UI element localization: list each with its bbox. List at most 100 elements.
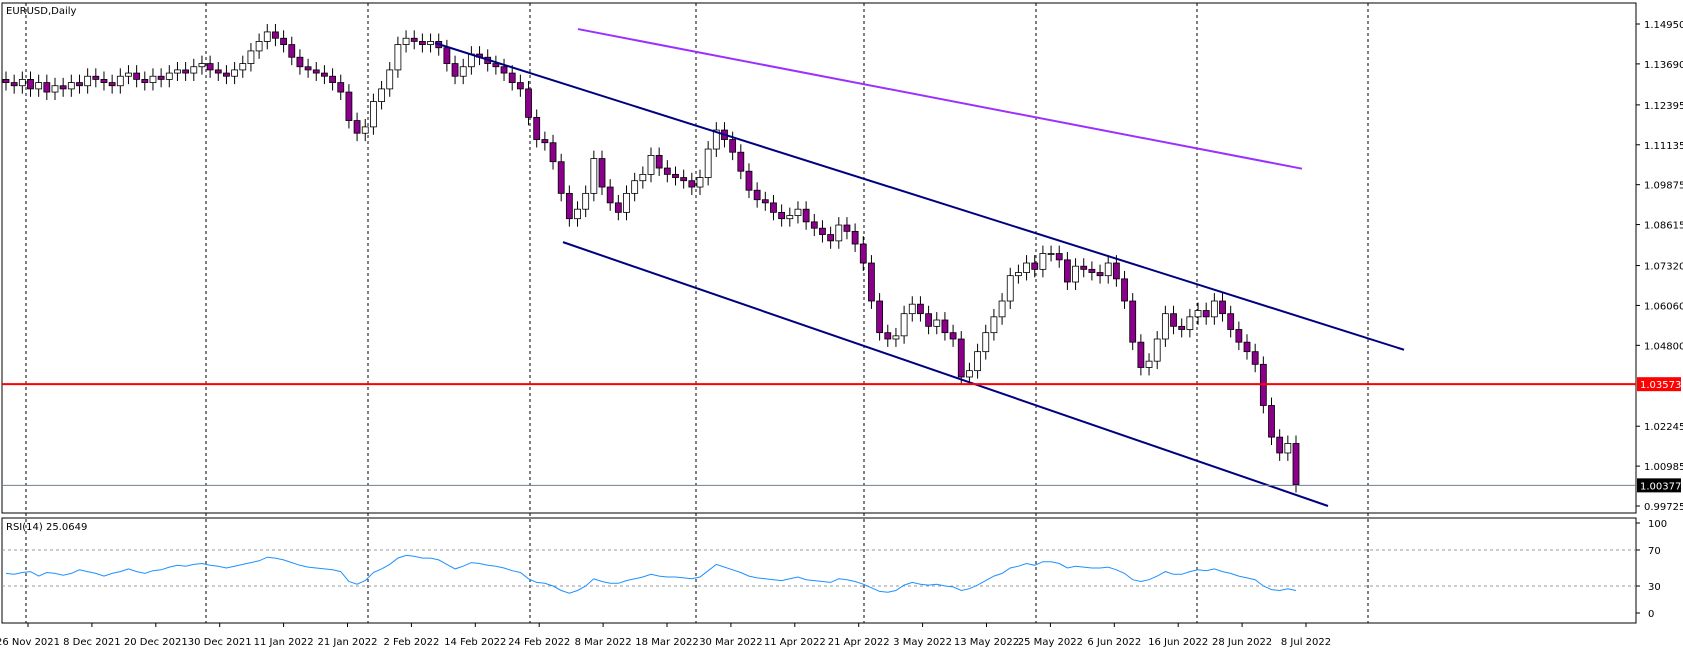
price-tick-label-4: 1.09875 <box>1644 181 1683 192</box>
candle-body-106 <box>868 262 875 302</box>
price-tick-label-1: 1.13690 <box>1644 60 1683 71</box>
candle-body-76 <box>623 192 630 213</box>
candle-body-139 <box>1137 341 1145 368</box>
candle-body-8 <box>67 82 75 90</box>
x-tick-label-2: 20 Dec 2021 <box>124 637 188 648</box>
candle-body-27 <box>223 72 230 77</box>
candle-body-16 <box>133 72 141 80</box>
candle-body-78 <box>639 173 647 182</box>
x-tick-label-0: 26 Nov 2021 <box>0 637 60 648</box>
candle-body-4 <box>35 82 43 90</box>
candle-body-144 <box>1178 325 1186 330</box>
candle-body-39 <box>321 72 328 77</box>
price-tick-label-8: 1.04800 <box>1644 341 1683 352</box>
candle-body-134 <box>1096 272 1104 277</box>
candle-body-109 <box>892 335 900 340</box>
candle-body-69 <box>565 192 573 220</box>
candle-body-64 <box>525 88 532 118</box>
candle-body-129 <box>1055 253 1063 261</box>
candle-body-36 <box>296 56 304 68</box>
candle-body-137 <box>1121 278 1128 302</box>
x-tick-label-6: 2 Feb 2022 <box>383 637 439 648</box>
candle-body-92 <box>753 189 761 201</box>
candle-body-67 <box>549 142 557 163</box>
candle-body-96 <box>786 215 794 220</box>
candle-body-136 <box>1112 262 1120 280</box>
rsi-title: RSI(14) 25.0649 <box>6 522 87 533</box>
candle-body-82 <box>672 173 679 178</box>
candle-body-3 <box>27 79 34 90</box>
candle-body-110 <box>900 313 908 337</box>
candle-body-117 <box>957 338 965 378</box>
candle-body-146 <box>1194 310 1202 318</box>
candle-body-84 <box>688 180 696 188</box>
candle-body-120 <box>982 332 990 353</box>
candle-body-149 <box>1219 300 1226 315</box>
candle-body-119 <box>974 351 981 372</box>
rsi-tick-label-2: 30 <box>1648 582 1661 593</box>
candle-body-152 <box>1243 341 1251 353</box>
candle-body-52 <box>427 41 434 45</box>
candle-body-61 <box>500 66 508 74</box>
candle-body-71 <box>582 192 590 210</box>
candle-body-17 <box>141 79 149 83</box>
candle-body-91 <box>745 170 753 191</box>
candle-body-121 <box>990 316 998 334</box>
candle-body-122 <box>998 300 1006 318</box>
candle-body-19 <box>157 75 165 80</box>
candle-body-150 <box>1227 313 1235 330</box>
candle-body-29 <box>239 63 247 71</box>
candle-body-97 <box>794 208 802 216</box>
x-tick-label-4: 11 Jan 2022 <box>254 637 314 648</box>
candle-body-28 <box>231 69 239 77</box>
candle-body-156 <box>1276 436 1284 454</box>
candle-body-26 <box>214 69 222 74</box>
x-tick-label-8: 24 Feb 2022 <box>508 637 570 648</box>
candle-body-44 <box>361 126 369 134</box>
candle-body-107 <box>876 300 884 334</box>
candle-body-50 <box>410 37 418 42</box>
candle-body-12 <box>100 79 108 83</box>
price-tick-label-2: 1.12395 <box>1644 101 1683 112</box>
candle-body-20 <box>165 72 173 80</box>
candle-body-63 <box>516 82 524 90</box>
candle-body-1 <box>10 82 18 87</box>
candle-body-151 <box>1235 329 1243 343</box>
current-price-label: 1.00377 <box>1640 481 1681 492</box>
candle-body-133 <box>1088 268 1096 273</box>
candle-body-24 <box>198 63 206 68</box>
candle-body-79 <box>647 154 655 175</box>
candle-body-116 <box>949 332 957 340</box>
candle-body-140 <box>1145 360 1153 368</box>
candle-body-10 <box>84 75 92 87</box>
candle-body-31 <box>255 41 263 52</box>
candle-body-56 <box>459 66 467 77</box>
x-tick-label-7: 14 Feb 2022 <box>444 637 506 648</box>
candle-body-25 <box>206 63 214 71</box>
candle-body-113 <box>925 313 932 327</box>
candle-body-125 <box>1023 262 1030 273</box>
x-tick-label-12: 11 Apr 2022 <box>764 637 826 648</box>
candle-body-131 <box>1072 265 1079 283</box>
candle-body-115 <box>941 319 949 334</box>
candle-body-51 <box>418 41 426 45</box>
candle-body-108 <box>884 332 892 340</box>
rsi-line <box>5 554 1297 594</box>
x-tick-label-1: 8 Dec 2021 <box>63 637 121 648</box>
candle-body-130 <box>1063 259 1071 283</box>
candle-body-60 <box>492 63 500 68</box>
candle-body-118 <box>966 370 973 378</box>
candle-body-104 <box>851 230 859 245</box>
candle-body-41 <box>337 82 345 93</box>
candle-body-112 <box>917 303 924 315</box>
price-tick-label-10: 1.00985 <box>1644 462 1683 473</box>
candle-body-5 <box>43 82 51 93</box>
candle-body-132 <box>1080 265 1088 270</box>
candle-body-138 <box>1129 300 1137 343</box>
candle-body-145 <box>1186 316 1194 330</box>
candle-body-54 <box>443 47 451 64</box>
candle-body-126 <box>1031 262 1039 270</box>
candle-body-155 <box>1268 405 1275 438</box>
